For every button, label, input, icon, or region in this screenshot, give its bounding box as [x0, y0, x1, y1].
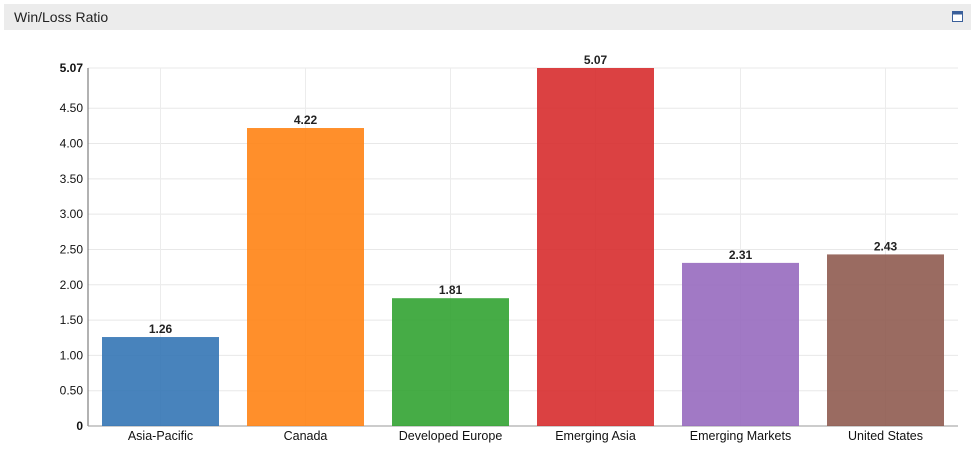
y-tick-label: 2.50	[60, 242, 84, 256]
y-tick-label: 1.00	[60, 348, 84, 362]
y-tick-label: 4.50	[60, 101, 84, 115]
panel-header: Win/Loss Ratio	[4, 4, 971, 30]
x-tick-label: Emerging Markets	[690, 429, 791, 443]
x-tick-label: Developed Europe	[399, 429, 503, 443]
x-tick-label: Asia-Pacific	[128, 429, 193, 443]
data-label: 5.07	[584, 53, 608, 67]
data-label: 2.31	[729, 248, 753, 262]
y-tick-label: 2.00	[60, 278, 84, 292]
x-tick-label: United States	[848, 429, 923, 443]
y-tick-label: 0.50	[60, 384, 84, 398]
bar	[682, 262, 799, 426]
bar	[392, 298, 509, 426]
y-tick-label: 0	[76, 419, 83, 433]
bar	[102, 337, 219, 426]
y-tick-label: 1.50	[60, 313, 84, 327]
x-tick-label: Canada	[284, 429, 328, 443]
data-label: 1.81	[439, 283, 463, 297]
y-tick-label: 4.00	[60, 137, 84, 151]
data-label: 1.26	[149, 322, 173, 336]
panel-title: Win/Loss Ratio	[14, 9, 109, 25]
y-tick-label: 5.07	[60, 61, 84, 75]
maximize-window-icon[interactable]	[952, 11, 963, 22]
bar	[247, 128, 364, 427]
bar	[827, 254, 944, 426]
x-tick-label: Emerging Asia	[555, 429, 636, 443]
y-tick-label: 3.00	[60, 207, 84, 221]
y-tick-label: 3.50	[60, 172, 84, 186]
data-label: 4.22	[294, 113, 318, 127]
data-label: 2.43	[874, 239, 898, 253]
bar	[537, 68, 654, 426]
